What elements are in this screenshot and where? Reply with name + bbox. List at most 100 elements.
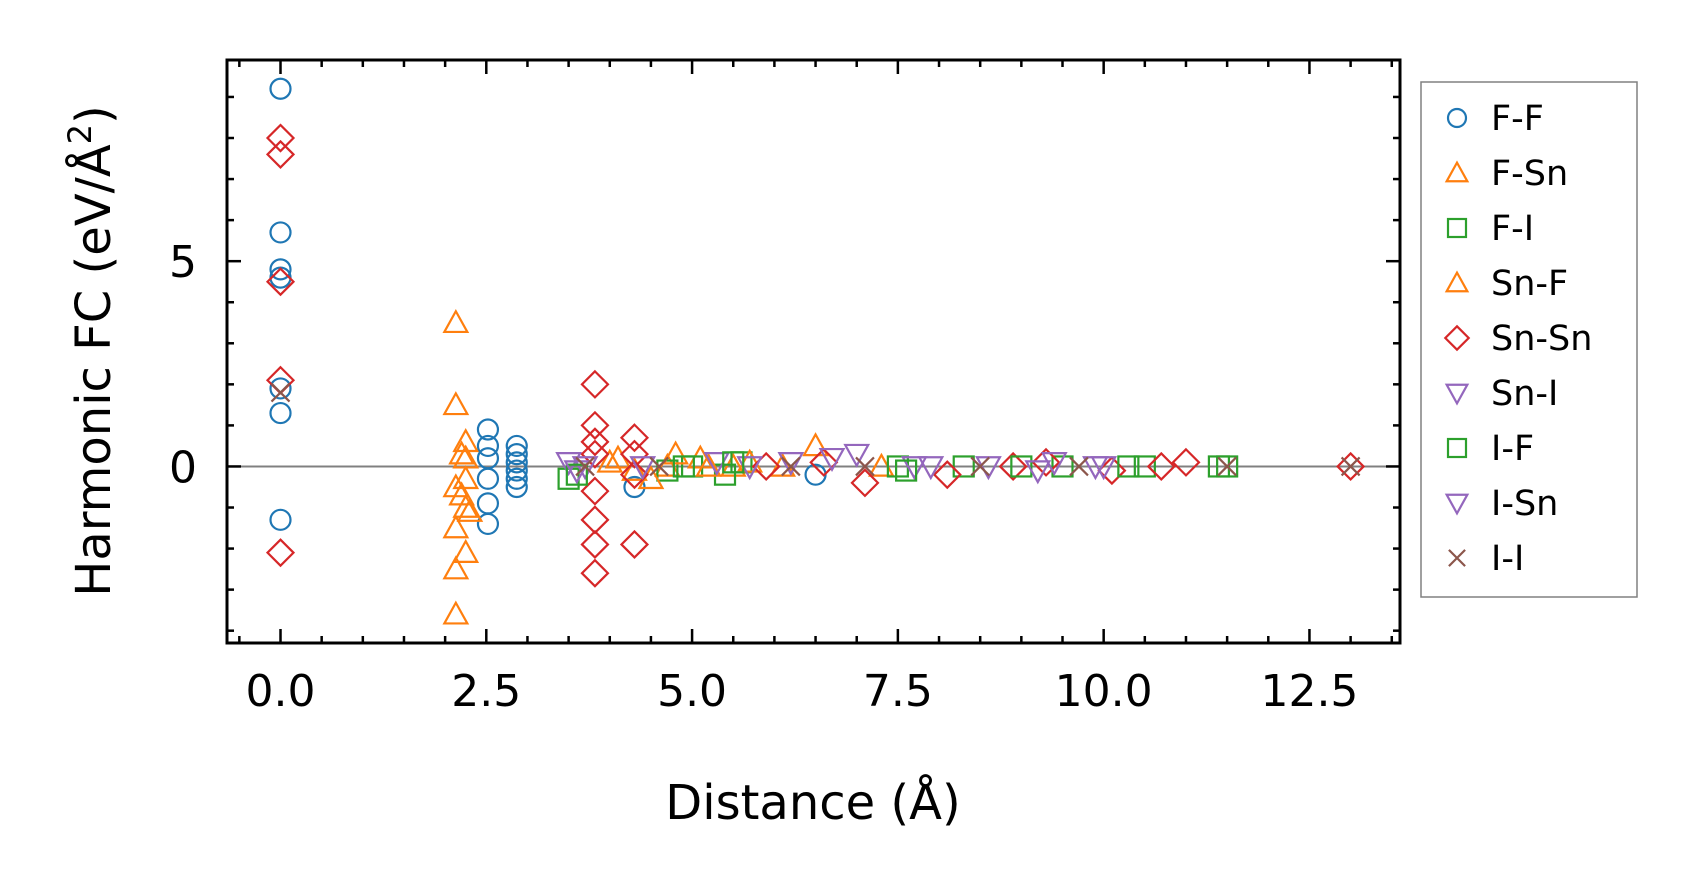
legend-marker-F-I (1446, 217, 1468, 239)
legend-label: I-I (1491, 539, 1524, 579)
legend-marker-Sn-F (1444, 270, 1470, 293)
data-point-Sn-Sn (619, 439, 650, 469)
data-point-I-I (1340, 456, 1361, 477)
data-point-I-F (672, 455, 695, 478)
data-point-Sn-Sn (998, 451, 1028, 482)
data-point-I-I (781, 456, 801, 477)
data-point-Sn-Sn (580, 410, 610, 440)
data-point-I-I (855, 456, 875, 477)
data-point-I-F (1010, 455, 1033, 478)
data-point-Sn-Sn (1097, 456, 1127, 486)
data-point-I-Sn (777, 452, 805, 477)
data-point-F-F (269, 221, 292, 244)
data-point-F-Sn (452, 538, 480, 563)
data-point-F-Sn (621, 456, 648, 481)
y-axis-label-superscript: 2 (61, 124, 99, 144)
data-point-Sn-I (571, 456, 599, 481)
legend-marker-I-F (1446, 437, 1468, 459)
data-point-F-Sn (596, 448, 624, 473)
data-point-I-F (1117, 455, 1140, 478)
data-point-Sn-Sn (1336, 451, 1366, 482)
x-tick-label: 7.5 (863, 666, 933, 717)
data-point-Sn-Sn (619, 529, 650, 560)
legend-marker-Sn-I (1444, 383, 1470, 406)
legend-label: Sn-F (1491, 264, 1568, 304)
x-tick-label: 5.0 (657, 666, 727, 717)
data-point-I-I (270, 382, 291, 403)
y-tick-label: 5 (169, 237, 197, 288)
plot-frame (225, 58, 1402, 645)
legend-label: F-Sn (1491, 154, 1568, 194)
data-point-Sn-Sn (1031, 447, 1061, 477)
data-point-Sn-Sn (265, 267, 296, 297)
data-point-I-I (575, 456, 595, 477)
series-I-Sn (563, 452, 1118, 485)
legend-label: I-Sn (1491, 484, 1558, 524)
series-I-F (565, 451, 1231, 486)
series-F-F (269, 77, 827, 536)
data-point-Sn-F (448, 481, 475, 506)
data-point-Sn-Sn (932, 460, 962, 490)
data-point-Sn-Sn (265, 123, 296, 153)
data-point-Sn-F (456, 497, 484, 522)
data-point-F-Sn (442, 514, 470, 539)
data-point-Sn-F (662, 440, 689, 465)
legend: F-F F-Sn F-I Sn-F Sn-Sn Sn-I I-F I-Sn I-I (1420, 81, 1638, 598)
data-point-Sn-Sn (580, 427, 610, 457)
data-point-F-I (952, 455, 975, 478)
data-point-Sn-Sn (580, 558, 610, 588)
data-point-I-F (895, 459, 918, 482)
legend-label: I-F (1491, 429, 1534, 469)
data-point-F-Sn (442, 600, 470, 625)
data-point-Sn-I (555, 452, 582, 477)
data-point-F-F (476, 434, 500, 458)
data-point-Sn-I (818, 447, 846, 473)
y-tick-label: 0 (169, 442, 197, 493)
data-point-F-Sn (442, 555, 470, 580)
data-point-F-Sn (452, 493, 480, 518)
data-point-Sn-F (448, 440, 475, 465)
data-point-F-F (269, 401, 292, 425)
legend-marker-Sn-Sn (1443, 324, 1471, 352)
data-point-I-Sn (1090, 456, 1118, 481)
data-point-F-Sn (802, 432, 829, 457)
data-point-Sn-Sn (580, 439, 610, 469)
data-point-I-F (1207, 455, 1231, 478)
data-point-F-F (269, 258, 292, 281)
data-point-Sn-Sn (809, 447, 839, 477)
data-point-F-I (656, 459, 679, 482)
x-tick-label: 2.5 (451, 666, 521, 717)
data-point-I-I (970, 456, 990, 477)
y-axis-label: Harmonic FC (eV/Å2) (61, 105, 122, 597)
data-point-F-F (269, 77, 292, 100)
data-point-Sn-Sn (580, 529, 610, 560)
data-point-I-I (1069, 456, 1089, 477)
legend-label: Sn-I (1491, 374, 1558, 414)
y-axis-label-main: Harmonic FC (eV/Å (65, 144, 122, 597)
data-point-Sn-Sn (619, 460, 650, 490)
x-tick-label: 0.0 (246, 666, 316, 717)
data-point-Sn-Sn (850, 468, 880, 498)
x-tick-label: 12.5 (1260, 666, 1358, 717)
data-point-F-F (269, 508, 292, 531)
legend-label: Sn-Sn (1491, 319, 1592, 359)
data-point-Sn-Sn (1146, 451, 1176, 482)
data-point-F-F (505, 459, 528, 482)
x-tick-label: 10.0 (1055, 666, 1153, 717)
legend-marker-I-Sn (1444, 493, 1470, 516)
data-point-F-F (476, 467, 500, 490)
data-point-I-Sn (629, 456, 657, 481)
legend-label: F-I (1491, 209, 1534, 249)
data-point-Sn-I (843, 443, 871, 468)
data-point-Sn-Sn (580, 476, 610, 506)
data-point-F-I (1133, 455, 1156, 478)
data-point-I-I (649, 456, 669, 477)
data-point-F-F (476, 512, 500, 536)
data-point-I-F (722, 451, 745, 474)
data-point-I-I (1217, 456, 1237, 477)
data-point-F-F (505, 443, 528, 466)
data-point-I-Sn (563, 460, 591, 485)
data-point-F-F (505, 467, 528, 490)
data-point-F-F (476, 418, 500, 441)
